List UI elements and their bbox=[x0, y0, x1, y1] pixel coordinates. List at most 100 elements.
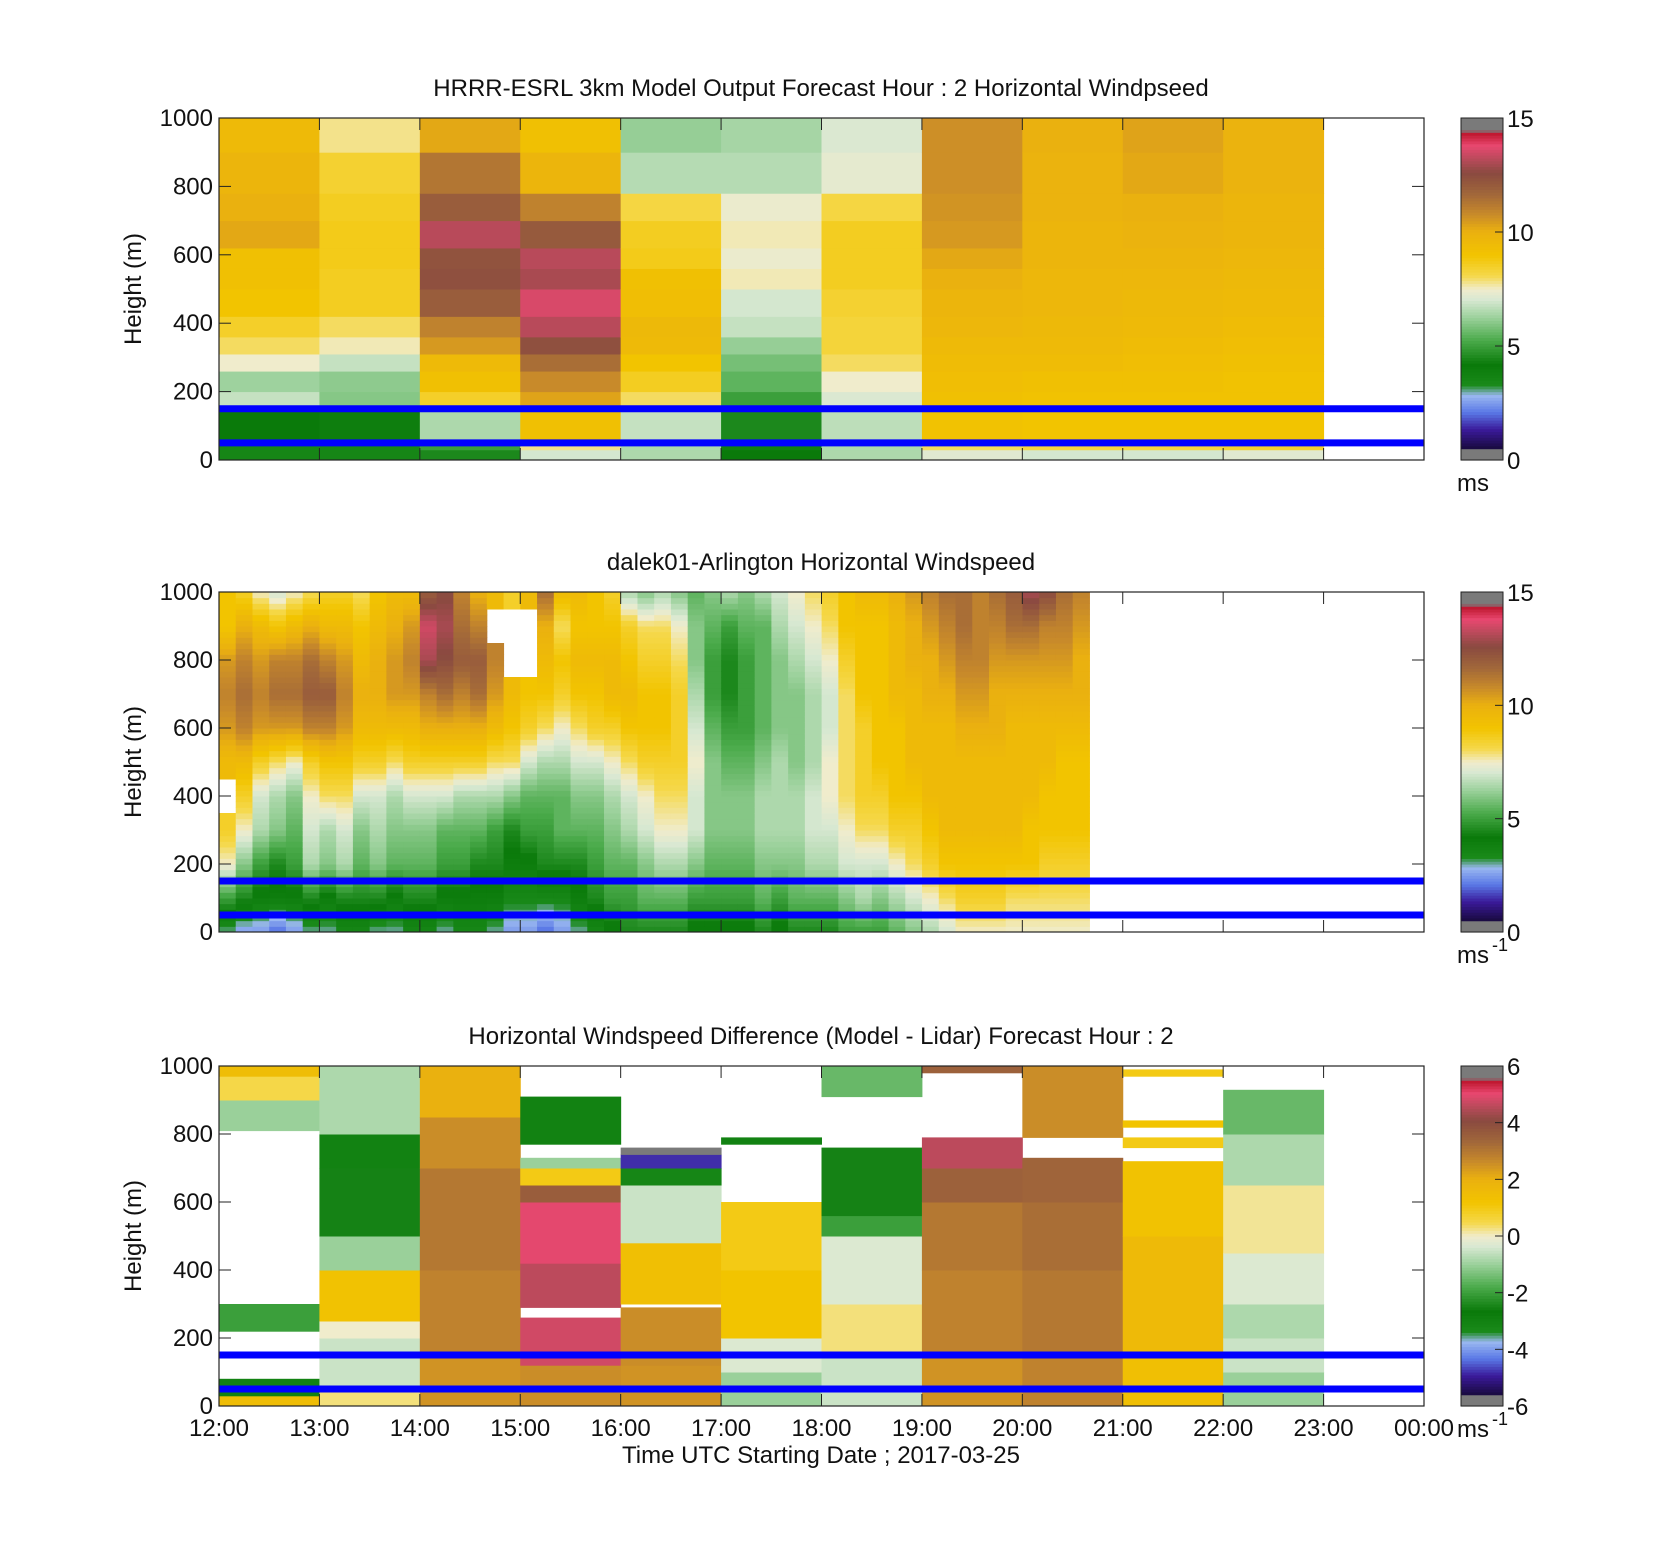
heatmap-cell bbox=[503, 784, 521, 791]
heatmap-cell bbox=[604, 813, 622, 820]
heatmap-cell bbox=[336, 637, 354, 644]
heatmap-cell bbox=[369, 886, 387, 893]
heatmap-cell bbox=[804, 824, 823, 831]
colorbar-segment bbox=[1461, 351, 1503, 356]
heatmap-cell bbox=[453, 801, 471, 808]
heatmap-cell bbox=[721, 773, 739, 780]
heatmap-cell bbox=[453, 779, 471, 786]
heatmap-cell bbox=[436, 773, 454, 780]
heatmap-cell bbox=[537, 835, 555, 842]
heatmap-cell bbox=[670, 858, 689, 865]
heatmap-cell bbox=[838, 824, 856, 831]
heatmap-cell bbox=[302, 852, 320, 859]
heatmap-cell bbox=[235, 739, 253, 746]
heatmap-cell bbox=[369, 705, 387, 712]
heatmap-cell bbox=[871, 926, 890, 932]
colorbar-segment bbox=[1461, 781, 1503, 786]
heatmap-cell bbox=[788, 920, 806, 927]
heatmap-cell bbox=[687, 745, 705, 752]
heatmap-cell bbox=[453, 767, 471, 774]
heatmap-cell bbox=[704, 858, 722, 865]
heatmap-cell bbox=[737, 626, 756, 633]
heatmap-cell bbox=[637, 688, 655, 695]
heatmap-cell bbox=[436, 682, 454, 689]
heatmap-cell bbox=[1072, 926, 1090, 932]
heatmap-cell bbox=[319, 869, 337, 876]
heatmap-cell bbox=[219, 716, 237, 723]
heatmap-cell bbox=[269, 835, 287, 842]
heatmap-cell bbox=[219, 1395, 320, 1406]
heatmap-cell bbox=[704, 903, 722, 910]
heatmap-cell bbox=[1005, 688, 1023, 695]
heatmap-cell bbox=[637, 926, 655, 932]
heatmap-cell bbox=[670, 898, 689, 905]
heatmap-cell bbox=[955, 620, 973, 627]
colorbar-segment bbox=[1461, 132, 1503, 136]
heatmap-cell bbox=[989, 728, 1007, 735]
heatmap-cell bbox=[737, 824, 756, 831]
heatmap-cell bbox=[804, 779, 823, 786]
colorbar-segment bbox=[1461, 1304, 1503, 1308]
heatmap-cell bbox=[336, 745, 354, 752]
heatmap-cell bbox=[1122, 193, 1224, 222]
heatmap-cell bbox=[453, 745, 471, 752]
heatmap-cell bbox=[989, 665, 1007, 672]
heatmap-cell bbox=[436, 733, 454, 740]
heatmap-cell bbox=[1022, 796, 1040, 803]
heatmap-cell bbox=[955, 688, 973, 695]
heatmap-cell bbox=[905, 660, 923, 667]
heatmap-cell bbox=[386, 864, 404, 871]
heatmap-cell bbox=[788, 620, 806, 627]
heatmap-cell bbox=[436, 824, 454, 831]
heatmap-cell bbox=[821, 1355, 923, 1406]
colorbar-segment bbox=[1461, 830, 1503, 834]
heatmap-cell bbox=[1039, 807, 1057, 814]
heatmap-cell bbox=[989, 660, 1007, 667]
heatmap-cell bbox=[453, 699, 471, 706]
heatmap-cell bbox=[637, 733, 655, 740]
heatmap-cell bbox=[1022, 898, 1040, 905]
heatmap-cell bbox=[537, 739, 555, 746]
heatmap-cell bbox=[369, 716, 387, 723]
heatmap-cell bbox=[721, 784, 739, 791]
heatmap-cell bbox=[1055, 592, 1074, 599]
heatmap-cell bbox=[989, 886, 1007, 893]
heatmap-cell bbox=[553, 903, 572, 910]
heatmap-cell bbox=[1072, 682, 1090, 689]
heatmap-cell bbox=[587, 626, 605, 633]
heatmap-cell bbox=[620, 733, 638, 740]
heatmap-cell bbox=[269, 784, 287, 791]
heatmap-cell bbox=[403, 926, 421, 932]
heatmap-cell bbox=[486, 847, 505, 854]
heatmap-cell bbox=[922, 858, 940, 865]
heatmap-cell bbox=[352, 665, 371, 672]
heatmap-cell bbox=[419, 118, 521, 153]
heatmap-cell bbox=[771, 722, 789, 729]
heatmap-cell bbox=[470, 835, 488, 842]
heatmap-cell bbox=[1022, 654, 1040, 661]
heatmap-cell bbox=[855, 728, 873, 735]
heatmap-cell bbox=[754, 677, 772, 684]
heatmap-cell bbox=[520, 762, 538, 769]
heatmap-cell bbox=[520, 779, 538, 786]
heatmap-cell bbox=[319, 796, 337, 803]
heatmap-cell bbox=[319, 722, 337, 729]
heatmap-cell bbox=[620, 620, 638, 627]
heatmap-cell bbox=[888, 694, 906, 701]
heatmap-cell bbox=[285, 603, 304, 610]
heatmap-cell bbox=[336, 597, 354, 604]
heatmap-cell bbox=[754, 643, 772, 650]
heatmap-cell bbox=[336, 858, 354, 865]
heatmap-cell bbox=[235, 620, 253, 627]
heatmap-cell bbox=[269, 790, 287, 797]
heatmap-cell bbox=[871, 631, 890, 638]
heatmap-cell bbox=[905, 864, 923, 871]
heatmap-cell bbox=[737, 694, 756, 701]
heatmap-cell bbox=[654, 892, 672, 899]
heatmap-cell bbox=[922, 898, 940, 905]
colorbar-segment bbox=[1461, 408, 1503, 413]
colorbar-segment bbox=[1461, 1119, 1503, 1124]
heatmap-cell bbox=[972, 733, 990, 740]
heatmap-cell bbox=[336, 671, 354, 678]
heatmap-cell bbox=[905, 756, 923, 763]
